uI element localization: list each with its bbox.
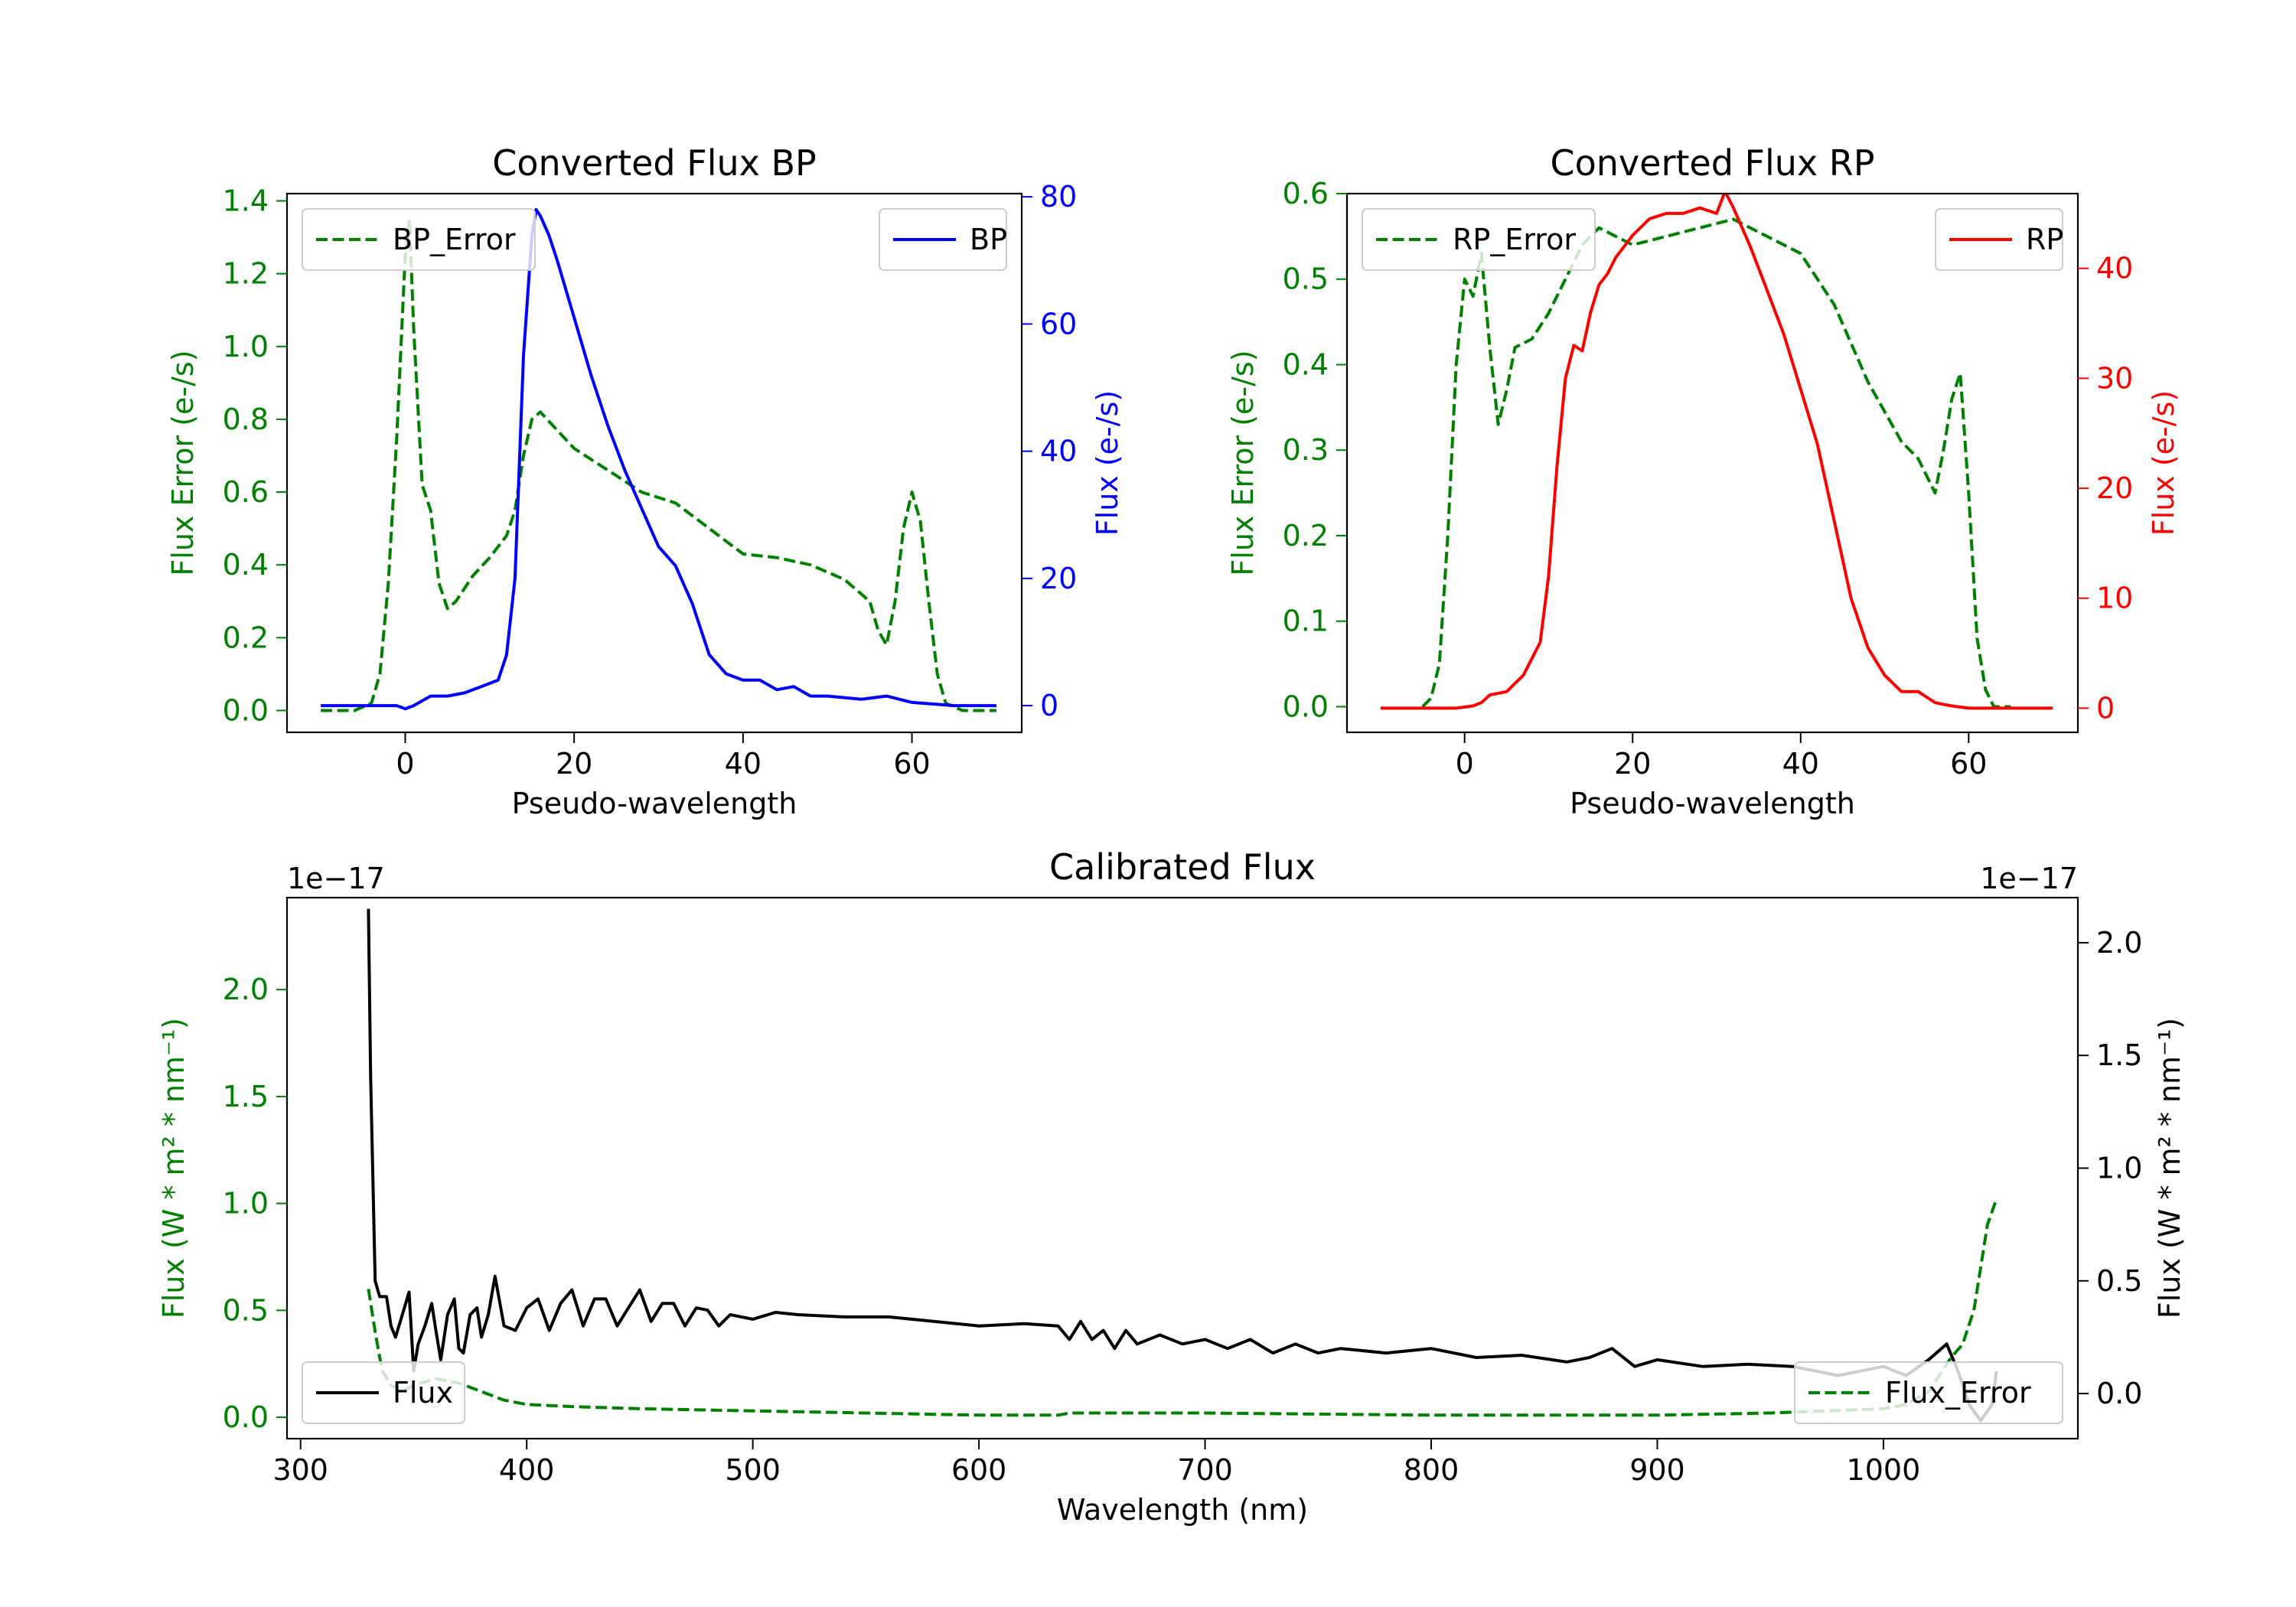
calibrated-chart: 300 400 500 600 700 800 900 1000 0.0 0.5 1.0 1.5 2.0…	[157, 846, 2187, 1527]
bp-legend-label: BP	[970, 223, 1007, 256]
bp-ytick-right-label: 20	[1040, 562, 1077, 595]
calibrated-ylabel-right: Flux (W * m² * nm⁻¹)	[2153, 1018, 2187, 1319]
bp-xtick-label: 0	[396, 747, 414, 781]
calibrated-offset-left: 1e−17	[287, 862, 385, 895]
bp-ytick-right-label: 0	[1040, 689, 1058, 722]
calibrated-ytick-left-label: 0.0	[223, 1400, 269, 1434]
rp-chart: 0 20 40 60 0.0 0.1 0.2 0.3 0.4 0.5 0.6 0 10 20 30 40 Con…	[1226, 142, 2180, 820]
rp-ytick-left-label: 0.5	[1283, 262, 1329, 296]
rp-legend-box	[1362, 208, 1596, 271]
rp-axes-frame	[1345, 192, 2079, 734]
calibrated-legend-box	[302, 1361, 465, 1424]
calibrated-xtick-label: 700	[1177, 1453, 1233, 1487]
rp-ytick-right-label: 10	[2096, 582, 2133, 615]
bp-ytick-right-label: 60	[1040, 307, 1077, 341]
bp-ytick-left-label: 0.4	[223, 548, 269, 582]
calibrated-xlabel: Wavelength (nm)	[1057, 1493, 1308, 1527]
calibrated-ytick-right-label: 0.5	[2096, 1264, 2142, 1298]
bp-legend-label: BP_Error	[393, 223, 516, 256]
calibrated-ytick-right-label: 1.0	[2096, 1152, 2142, 1185]
calibrated-ylabel-left: Flux (W * m² * nm⁻¹)	[157, 1018, 191, 1319]
rp-ytick-right-label: 0	[2096, 691, 2115, 725]
bp-ytick-left-label: 0.0	[223, 693, 269, 727]
rp-ytick-left-label: 0.0	[1283, 689, 1329, 723]
rp-legend-rp: RP	[1935, 208, 2063, 271]
calibrated-ytick-left-label: 0.5	[223, 1293, 269, 1327]
rp-series-rp	[1380, 194, 2053, 710]
rp-legend-label: RP_Error	[1453, 223, 1576, 256]
rp-series-rp-error	[1421, 217, 2011, 709]
calibrated-xtick-label: 500	[725, 1453, 781, 1487]
calibrated-ytick-left-label: 1.5	[223, 1080, 269, 1113]
bp-xlabel: Pseudo-wavelength	[512, 787, 797, 820]
bp-ytick-left-label: 1.4	[223, 184, 269, 218]
calibrated-xtick-label: 300	[272, 1453, 328, 1487]
rp-xtick-label: 40	[1782, 747, 1819, 781]
rp-title: Converted Flux RP	[1551, 142, 1875, 184]
calibrated-xtick-label: 800	[1404, 1453, 1459, 1487]
calibrated-ytick-left-label: 2.0	[223, 973, 269, 1006]
bp-series-bp	[321, 207, 996, 711]
calibrated-xtick-label: 900	[1629, 1453, 1685, 1487]
calibrated-legend-label: Flux_Error	[1885, 1376, 2031, 1410]
calibrated-ytick-right-label: 1.5	[2096, 1038, 2142, 1072]
calibrated-legend-box	[1794, 1361, 2063, 1424]
bp-ytick-right-label: 40	[1040, 435, 1077, 468]
rp-ytick-left-label: 0.4	[1283, 347, 1329, 381]
rp-ylabel-left: Flux Error (e-/s)	[1226, 350, 1260, 575]
calibrated-legend-flux: Flux	[302, 1361, 465, 1424]
rp-ytick-left-label: 0.1	[1283, 605, 1329, 638]
rp-ytick-left-label: 0.2	[1283, 519, 1329, 553]
bp-xtick-label: 20	[556, 747, 592, 781]
bp-ytick-left-label: 1.0	[223, 330, 269, 363]
bp-xtick-label: 40	[725, 747, 762, 781]
calibrated-xtick-label: 400	[499, 1453, 555, 1487]
bp-title: Converted Flux BP	[492, 142, 817, 184]
rp-legend-rp-error: RP_Error	[1362, 208, 1596, 271]
bp-series-bp-error	[321, 217, 996, 712]
rp-xtick-label: 0	[1456, 747, 1474, 781]
calibrated-legend-label: Flux	[393, 1376, 453, 1410]
bp-ytick-left-label: 1.2	[223, 257, 269, 291]
calibrated-ytick-left-label: 1.0	[223, 1187, 269, 1221]
calibrated-xtick-label: 1000	[1847, 1453, 1921, 1487]
rp-legend-label: RP	[2026, 223, 2063, 256]
calibrated-title: Calibrated Flux	[1049, 846, 1316, 888]
bp-ytick-right-label: 80	[1040, 180, 1077, 214]
bp-legend-box	[302, 208, 536, 271]
bp-legend-bp: BP	[879, 208, 1007, 271]
bp-ytick-left-label: 0.8	[223, 403, 269, 436]
bp-legend-bp-error: BP_Error	[302, 208, 536, 271]
calibrated-series-flux-error	[367, 1198, 1998, 1417]
calibrated-series-flux	[367, 908, 1998, 1423]
rp-ytick-left-label: 0.6	[1283, 177, 1329, 210]
bp-xtick-label: 60	[893, 747, 930, 781]
calibrated-xtick-label: 600	[951, 1453, 1007, 1487]
bp-ylabel-left: Flux Error (e-/s)	[166, 350, 200, 575]
rp-xtick-label: 60	[1950, 747, 1987, 781]
calibrated-offset-right: 1e−17	[1980, 862, 2078, 895]
calibrated-legend-flux-error: Flux_Error	[1794, 1361, 2063, 1424]
calibrated-ytick-right-label: 2.0	[2096, 926, 2142, 960]
rp-ylabel-right: Flux (e-/s)	[2147, 390, 2180, 536]
rp-xlabel: Pseudo-wavelength	[1570, 787, 1855, 820]
bp-axes-frame	[285, 192, 1023, 734]
rp-ytick-left-label: 0.3	[1283, 433, 1329, 467]
rp-ytick-right-label: 20	[2096, 471, 2133, 505]
bp-ytick-left-label: 0.2	[223, 621, 269, 654]
bp-ylabel-right: Flux (e-/s)	[1091, 390, 1124, 536]
rp-xtick-label: 20	[1614, 747, 1651, 781]
bp-ytick-left-label: 0.6	[223, 475, 269, 509]
bp-chart: 0 20 40 60 0.0 0.2 0.4 0.6 0.8 1.0 1.2 1.4 0 20 40 60 80…	[166, 142, 1124, 820]
calibrated-ytick-right-label: 0.0	[2096, 1377, 2142, 1410]
rp-ytick-right-label: 30	[2096, 361, 2133, 395]
rp-ytick-right-label: 40	[2096, 252, 2133, 285]
